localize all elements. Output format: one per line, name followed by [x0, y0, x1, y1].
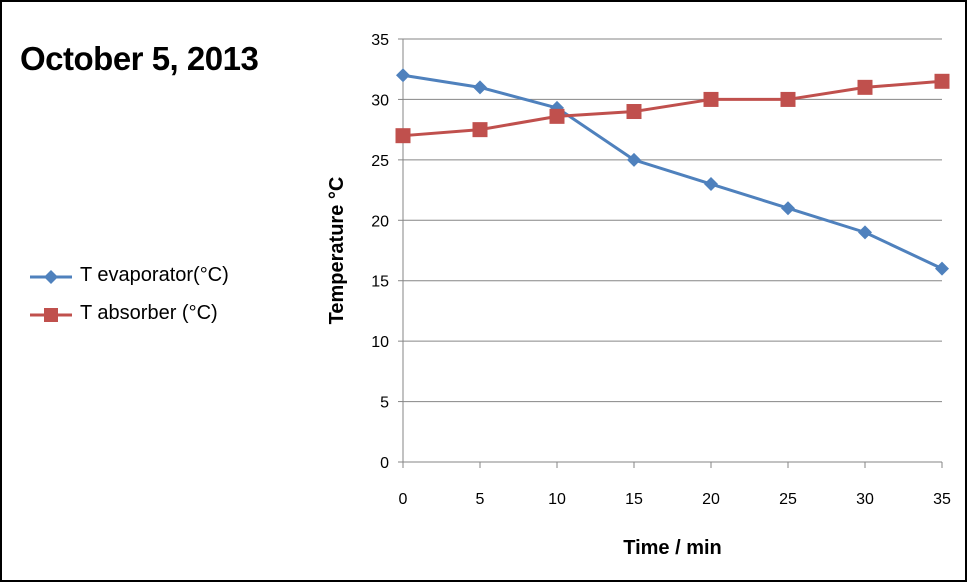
legend-swatch-evaporator	[30, 270, 72, 284]
series-line-absorber	[402, 79, 943, 138]
data-point-evaporator	[704, 177, 718, 192]
legend-item-evaporator: T evaporator(°C)	[30, 264, 290, 302]
chart-title: October 5, 2013	[20, 40, 259, 77]
data-point-evaporator	[627, 152, 641, 167]
legend-item-absorber: T absorber (°C)	[30, 302, 290, 340]
y-tick-label: 15	[371, 274, 389, 291]
data-point-evaporator	[935, 261, 949, 276]
x-tick-label: 10	[548, 491, 566, 508]
x-tick-label: 5	[476, 491, 485, 508]
x-tick-label: 25	[779, 491, 797, 508]
y-tick-label: 20	[371, 213, 389, 230]
x-tick-label: 20	[702, 491, 720, 508]
data-point-evaporator	[473, 80, 487, 95]
y-tick-label: 25	[371, 153, 389, 170]
y-tick-label: 5	[380, 395, 389, 412]
legend: T evaporator(°C) T absorber (°C)	[30, 264, 290, 340]
legend-label-absorber: T absorber (°C)	[80, 302, 218, 324]
data-point-absorber	[780, 91, 796, 107]
y-tick-label: 10	[371, 334, 389, 351]
data-point-absorber	[934, 73, 950, 89]
x-tick-label: 15	[625, 491, 643, 508]
data-point-absorber	[703, 91, 719, 107]
data-point-evaporator	[396, 68, 410, 83]
y-tick-label: 30	[371, 92, 389, 109]
data-point-absorber	[549, 108, 565, 124]
x-tick-label: 30	[856, 491, 874, 508]
series-line-evaporator	[402, 73, 943, 270]
data-point-evaporator	[858, 225, 872, 240]
data-point-absorber	[395, 128, 411, 144]
y-axis-title: Temperature °C	[326, 177, 348, 325]
y-tick-label: 35	[371, 32, 389, 49]
x-axis-title: Time / min	[623, 537, 722, 559]
legend-label-evaporator: T evaporator(°C)	[80, 264, 229, 286]
data-point-absorber	[472, 122, 488, 138]
legend-swatch-absorber	[30, 308, 72, 322]
data-point-absorber	[626, 104, 642, 120]
x-tick-label: 0	[399, 491, 408, 508]
y-tick-label: 0	[380, 455, 389, 472]
x-tick-label: 35	[933, 491, 951, 508]
data-point-evaporator	[781, 201, 795, 216]
data-point-absorber	[857, 79, 873, 95]
